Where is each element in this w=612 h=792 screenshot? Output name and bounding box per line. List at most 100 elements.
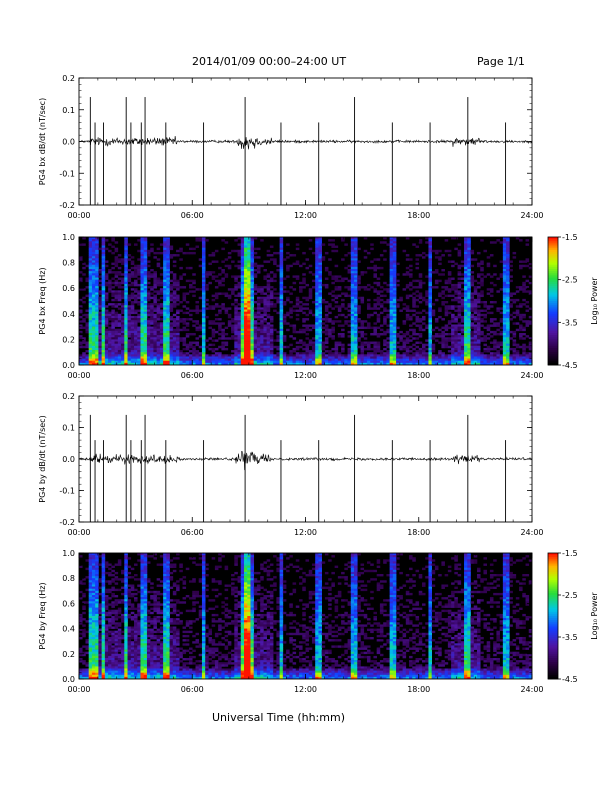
- heatmap-cell: [166, 281, 170, 285]
- heatmap-cell: [386, 343, 390, 347]
- heatmap-cell: [506, 315, 510, 319]
- heatmap-cell: [227, 307, 232, 310]
- heatmap-cell: [315, 279, 319, 283]
- heatmap-cell: [324, 315, 329, 319]
- heatmap-cell: [163, 324, 167, 327]
- heatmap-cell: [153, 251, 157, 255]
- heatmap-cell: [146, 362, 151, 365]
- heatmap-cell: [467, 324, 471, 327]
- heatmap-cell: [525, 324, 530, 327]
- heatmap-cell: [95, 335, 99, 338]
- heatmap-cell: [134, 271, 138, 274]
- heatmap-cell: [496, 360, 500, 364]
- heatmap-cell: [402, 352, 407, 355]
- heatmap-cell: [91, 279, 96, 283]
- heatmap-cell: [418, 292, 423, 295]
- heatmap-cell: [143, 281, 148, 285]
- heatmap-cell: [224, 275, 229, 278]
- heatmap-cell: [221, 283, 225, 287]
- heatmap-cell: [130, 328, 135, 332]
- heatmap-cell: [470, 309, 475, 312]
- heatmap-cell: [240, 247, 245, 251]
- heatmap-cell: [328, 239, 332, 242]
- heatmap-cell: [412, 330, 416, 334]
- heatmap-cell: [350, 254, 355, 257]
- heatmap-cell: [489, 324, 494, 327]
- heatmap-cell: [240, 251, 245, 255]
- heatmap-cell: [166, 260, 170, 263]
- heatmap-cell: [198, 296, 203, 300]
- heatmap-cell: [399, 362, 403, 365]
- heatmap-cell: [218, 283, 222, 287]
- heatmap-cell: [357, 326, 361, 330]
- heatmap-cell: [464, 358, 468, 362]
- heatmap-cell: [457, 345, 462, 349]
- heatmap-cell: [224, 241, 229, 244]
- heatmap-cell: [218, 328, 222, 332]
- heatmap-cell: [114, 290, 119, 293]
- heatmap-cell: [522, 347, 526, 351]
- heatmap-cell: [127, 356, 132, 359]
- heatmap-cell: [279, 339, 284, 342]
- heatmap-cell: [473, 347, 478, 351]
- heatmap-cell: [318, 245, 322, 248]
- heatmap-cell: [108, 328, 112, 332]
- heatmap-cell: [256, 256, 261, 259]
- heatmap-cell: [502, 320, 507, 323]
- heatmap-cell: [79, 288, 83, 291]
- heatmap-cell: [305, 313, 310, 317]
- heatmap-cell: [244, 356, 248, 359]
- y-axis-label: PG4 bx dB/dt (nT/sec): [38, 98, 47, 185]
- heatmap-cell: [418, 360, 423, 364]
- heatmap-cell: [237, 266, 242, 270]
- heatmap-cell: [266, 324, 271, 327]
- heatmap-cell: [82, 337, 86, 340]
- heatmap-cell: [111, 309, 115, 312]
- heatmap-cell: [140, 315, 145, 319]
- heatmap-cell: [318, 311, 322, 315]
- heatmap-cell: [189, 266, 193, 270]
- heatmap-cell: [512, 356, 517, 359]
- heatmap-cell: [237, 260, 242, 263]
- heatmap-cell: [392, 281, 397, 285]
- heatmap-cell: [276, 264, 280, 268]
- heatmap-cell: [428, 343, 432, 347]
- heatmap-cell: [253, 315, 258, 319]
- heatmap-cell: [350, 326, 355, 330]
- heatmap-cell: [156, 362, 161, 365]
- heatmap-cell: [457, 350, 462, 353]
- heatmap-cell: [114, 305, 119, 308]
- heatmap-cell: [315, 264, 319, 268]
- heatmap-cell: [451, 333, 455, 336]
- colorbar-segment: [548, 324, 558, 327]
- heatmap-cell: [224, 294, 229, 298]
- y-tick-label: 1.0: [62, 233, 75, 242]
- heatmap-cell: [421, 362, 426, 365]
- heatmap-cell: [467, 343, 471, 347]
- heatmap-cell: [392, 333, 397, 336]
- heatmap-cell: [308, 309, 313, 312]
- heatmap-cell: [79, 360, 83, 364]
- heatmap-cell: [253, 269, 258, 272]
- heatmap-cell: [260, 343, 264, 347]
- heatmap-cell: [502, 337, 507, 340]
- heatmap-cell: [467, 303, 471, 306]
- heatmap-cell: [350, 362, 355, 365]
- heatmap-cell: [360, 286, 365, 289]
- heatmap-cell: [114, 341, 119, 344]
- heatmap-cell: [130, 360, 135, 364]
- heatmap-cell: [121, 315, 125, 319]
- heatmap-cell: [247, 343, 251, 347]
- heatmap-cell: [91, 296, 96, 300]
- heatmap-cell: [130, 350, 135, 353]
- heatmap-cell: [295, 358, 300, 362]
- heatmap-cell: [263, 330, 267, 334]
- colorbar-segment: [548, 281, 558, 285]
- heatmap-cell: [415, 360, 420, 364]
- heatmap-cell: [389, 301, 394, 304]
- heatmap-cell: [376, 281, 381, 285]
- heatmap-cell: [95, 352, 99, 355]
- heatmap-cell: [201, 307, 206, 310]
- heatmap-cell: [159, 251, 164, 255]
- heatmap-cell: [337, 307, 342, 310]
